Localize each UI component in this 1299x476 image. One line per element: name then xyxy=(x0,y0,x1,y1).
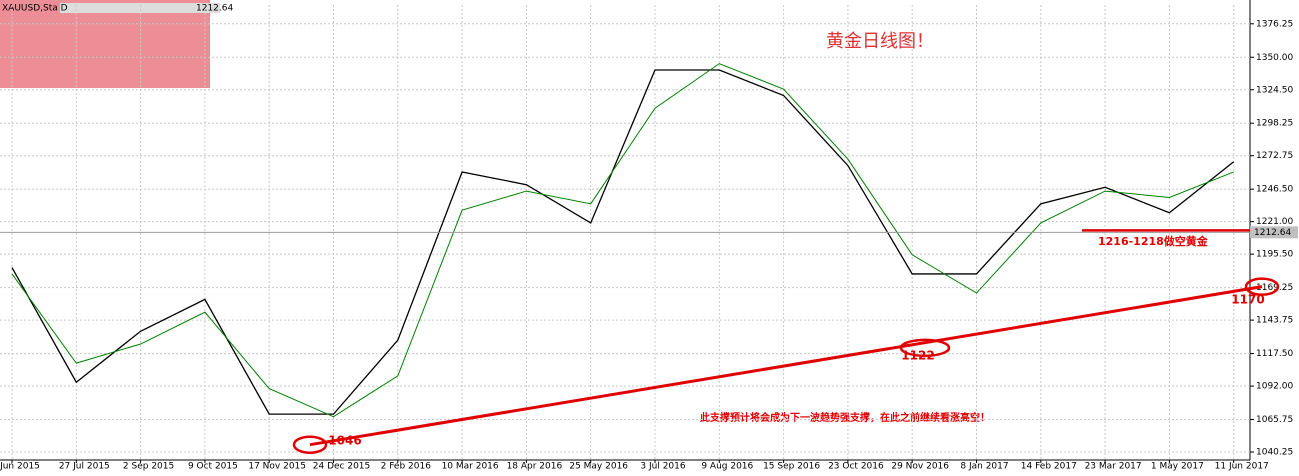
blurred-title xyxy=(60,3,220,13)
price-line xyxy=(11,63,1234,418)
y-tick-label: 1324.50 xyxy=(1256,85,1293,95)
x-tick-label: 1 May 2017 xyxy=(1151,462,1204,472)
chart-subtitle: 黄金日线图！ xyxy=(826,31,934,52)
x-tick-label: 23 Mar 2017 xyxy=(1085,462,1142,472)
support-circle xyxy=(899,338,951,358)
y-tick-label: 1040.25 xyxy=(1256,448,1293,458)
x-tick-label: 9 Aug 2016 xyxy=(701,462,753,472)
y-tick-label: 1350.00 xyxy=(1256,53,1293,63)
y-tick-label: 1376.25 xyxy=(1256,19,1293,29)
support-circle xyxy=(1244,277,1280,296)
y-tick-label: 1272.75 xyxy=(1256,151,1293,161)
support-trendline xyxy=(309,285,1263,447)
y-tick-label: 1221.00 xyxy=(1256,217,1293,227)
note: 此支撑预计将会成为下一波趋势强支撑，在此之前继续看涨高空！ xyxy=(700,411,990,424)
x-tick-label: Jun 2015 xyxy=(0,462,40,472)
y-tick-label: 1169.25 xyxy=(1256,283,1293,293)
price-line xyxy=(11,69,1235,415)
y-tick-label: 1092.00 xyxy=(1256,382,1293,392)
price-box-label: 1212.64 xyxy=(1254,228,1291,238)
y-tick-label: 1246.50 xyxy=(1256,185,1293,195)
x-tick-label: 17 Nov 2015 xyxy=(248,462,306,472)
blurred-panel xyxy=(0,0,210,88)
x-tick-label: 23 Oct 2016 xyxy=(828,462,884,472)
y-tick-label: 1065.75 xyxy=(1256,415,1293,425)
resistance-note: 1216-1218做空黄金 xyxy=(1098,234,1209,248)
price-box xyxy=(1250,226,1298,239)
y-tick-label: 1195.50 xyxy=(1256,250,1293,260)
x-tick-label: 29 Nov 2016 xyxy=(891,462,949,472)
x-tick-label: 14 Feb 2017 xyxy=(1021,462,1077,472)
x-tick-label: 8 Jan 2017 xyxy=(960,462,1008,472)
x-tick-label: 27 Jul 2015 xyxy=(59,462,110,472)
x-tick-label: 10 Mar 2016 xyxy=(442,462,499,472)
y-tick-label: 1117.50 xyxy=(1256,349,1293,359)
support-label: 1046 xyxy=(328,434,361,448)
x-tick-label: 2 Sep 2015 xyxy=(123,462,174,472)
title-price: 1212.64 xyxy=(196,4,233,14)
support-circle xyxy=(292,435,328,454)
x-tick-label: 9 Oct 2015 xyxy=(188,462,238,472)
x-tick-label: 25 May 2016 xyxy=(569,462,628,472)
y-tick-label: 1143.75 xyxy=(1256,316,1293,326)
x-tick-label: 18 Apr 2016 xyxy=(507,462,563,472)
chart-title: XAUUSD,Sta D xyxy=(2,4,68,14)
x-tick-label: 24 Dec 2015 xyxy=(313,462,371,472)
x-tick-label: 11 Jun 2017 xyxy=(1215,462,1269,472)
x-tick-label: 2 Feb 2016 xyxy=(381,462,432,472)
y-tick-label: 1298.25 xyxy=(1256,119,1293,129)
x-tick-label: 15 Sep 2016 xyxy=(763,462,820,472)
support-label: 1170 xyxy=(1231,293,1264,307)
x-tick-label: 3 Jul 2016 xyxy=(640,462,685,472)
support-label: 1122 xyxy=(901,349,934,363)
